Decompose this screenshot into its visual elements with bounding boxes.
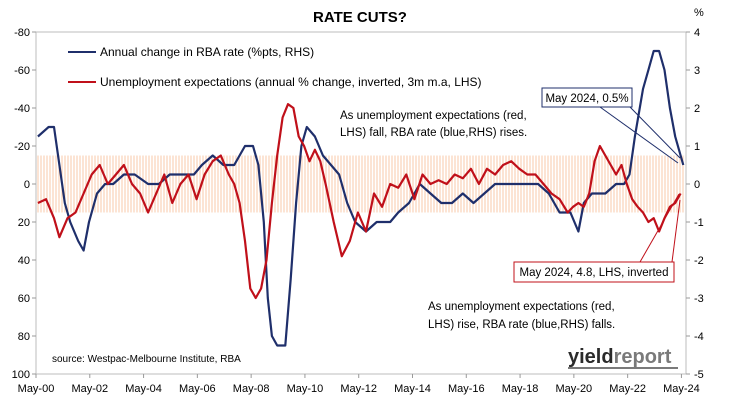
left-axis-tick-label: 0	[24, 179, 30, 191]
right-axis-tick-label: 0	[694, 179, 700, 191]
annotation-bottom: As unemployment expectations (red, LHS) …	[428, 301, 615, 331]
left-axis-tick-label: -80	[14, 27, 30, 39]
x-axis-tick-label: May-12	[340, 383, 377, 395]
legend: Annual change in RBA rate (%pts, RHS) Un…	[68, 45, 482, 89]
legend-label-rba-rate: Annual change in RBA rate (%pts, RHS)	[100, 45, 314, 59]
plot-frame	[35, 31, 687, 375]
right-axis-tick-label: 2	[694, 103, 700, 115]
x-axis-tick-label: May-22	[609, 383, 646, 395]
unemployment-expectations-line	[37, 103, 682, 300]
left-axis-tick-label: 20	[18, 217, 30, 229]
right-axis-tick-label: 4	[694, 27, 700, 39]
callout-red-box	[513, 261, 675, 283]
right-axis-tick-label: -1	[694, 217, 704, 229]
callout-blue-box	[541, 87, 633, 108]
right-axis-tick-label: -5	[694, 369, 704, 381]
right-axis-unit: %	[694, 7, 704, 19]
x-axis-tick-label: May-08	[233, 383, 270, 395]
logo-yield: yield	[568, 346, 614, 368]
left-axis-tick-label: 100	[12, 369, 30, 381]
right-axis-tick-label: -3	[694, 293, 704, 305]
left-axis-tick-label: -20	[14, 141, 30, 153]
callout-blue-label: May 2024, 0.5%	[545, 93, 628, 105]
x-axis-tick-label: May-14	[394, 383, 431, 395]
annotation-bottom-line2: LHS) rise, RBA rate (blue,RHS) falls.	[428, 319, 615, 331]
x-axis-tick-label: May-00	[18, 383, 55, 395]
series-lines	[37, 49, 685, 347]
callout-red-pointer	[639, 193, 680, 263]
callout-blue: May 2024, 0.5%	[541, 87, 681, 164]
x-axis-tick-label: May-16	[448, 383, 485, 395]
legend-label-unemployment: Unemployment expectations (annual % chan…	[100, 75, 482, 89]
callout-blue-pointer-2	[629, 106, 681, 159]
right-axis-tick-label: -4	[694, 331, 704, 343]
right-axis-tick-label: 1	[694, 141, 700, 153]
right-axis-tick-label: -2	[694, 255, 704, 267]
callout-red: May 2024, 4.8, LHS, inverted	[513, 193, 681, 283]
left-axis-tick-label: 80	[18, 331, 30, 343]
logo-report: report	[614, 346, 672, 368]
logo-underline	[568, 367, 678, 369]
left-axis-tick-label: 40	[18, 255, 30, 267]
x-axis-tick-label: May-06	[179, 383, 216, 395]
left-axis-tick-label: 60	[18, 293, 30, 305]
x-axis-tick-label: May-20	[556, 383, 593, 395]
x-axis-tick-label: May-10	[287, 383, 324, 395]
left-axis-tick-label: -40	[14, 103, 30, 115]
rba-rate-line	[37, 49, 685, 347]
annotation-bottom-line1: As unemployment expectations (red,	[428, 301, 615, 313]
annotation-top-line1: As unemployment expectations (red,	[340, 110, 527, 122]
x-axis-tick-label: May-04	[125, 383, 162, 395]
annotation-top: As unemployment expectations (red, LHS) …	[340, 110, 527, 139]
source-note: source: Westpac-Melbourne Institute, RBA	[52, 354, 241, 365]
chart-title: RATE CUTS?	[313, 9, 407, 26]
x-axis-tick-label: May-02	[71, 383, 108, 395]
logo-text: yieldreport	[568, 346, 672, 368]
x-axis-tick-label: May-18	[502, 383, 539, 395]
annotation-top-line2: LHS) fall, RBA rate (blue,RHS) rises.	[340, 127, 527, 139]
callout-red-pointer-2	[671, 199, 681, 263]
x-axis-tick-label: May-24	[663, 383, 700, 395]
yieldreport-logo: yieldreport	[568, 346, 678, 369]
axes: -80 -60 -40 -20 0 20 40 60 80 100 -5 -4 -3 -2 -1 0 1 2 3 4%…	[12, 7, 704, 395]
callout-blue-pointer	[599, 106, 679, 164]
callout-red-label: May 2024, 4.8, LHS, inverted	[520, 267, 669, 279]
left-axis-tick-label: -60	[14, 65, 30, 77]
right-axis-tick-label: 3	[694, 65, 700, 77]
